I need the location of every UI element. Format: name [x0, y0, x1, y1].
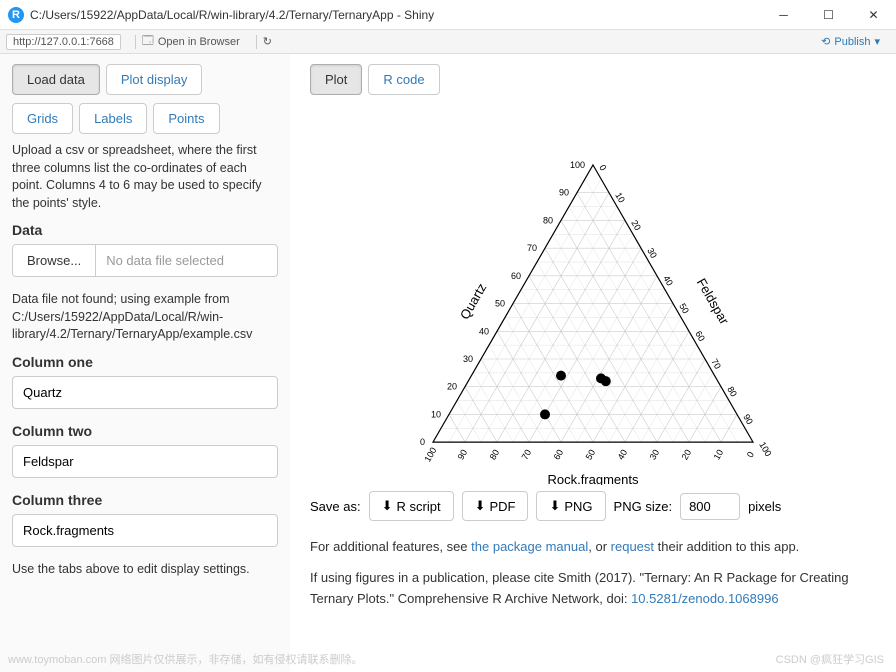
svg-text:10: 10	[431, 409, 441, 419]
svg-text:60: 60	[511, 271, 521, 281]
svg-text:0: 0	[745, 450, 756, 459]
svg-text:50: 50	[495, 299, 505, 309]
svg-text:40: 40	[661, 274, 675, 288]
download-png-button[interactable]: ⬇PNG	[536, 491, 605, 521]
separator	[256, 35, 257, 49]
refresh-icon: ↻	[263, 35, 272, 48]
col2-input[interactable]	[12, 445, 278, 478]
svg-text:80: 80	[488, 448, 502, 462]
upload-hint: Upload a csv or spreadsheet, where the f…	[12, 142, 278, 212]
svg-text:10: 10	[712, 448, 726, 462]
sidebar-tabs-top: Load data Plot display	[12, 64, 278, 95]
svg-text:Feldspar: Feldspar	[694, 276, 733, 328]
svg-text:20: 20	[629, 218, 643, 232]
svg-text:100: 100	[570, 160, 585, 170]
col3-label: Column three	[12, 492, 278, 508]
tab-labels[interactable]: Labels	[79, 103, 147, 134]
browser-icon: 🗔	[142, 32, 154, 51]
col2-label: Column two	[12, 423, 278, 439]
svg-text:70: 70	[527, 243, 537, 253]
doi-link[interactable]: 10.5281/zenodo.1068996	[631, 591, 778, 606]
tab-plot-display[interactable]: Plot display	[106, 64, 202, 95]
svg-text:Rock.fragments: Rock.fragments	[547, 472, 639, 485]
manual-link[interactable]: the package manual	[471, 539, 588, 554]
maximize-button[interactable]: ☐	[806, 0, 851, 30]
browse-button[interactable]: Browse...	[13, 245, 96, 276]
svg-text:30: 30	[645, 246, 659, 260]
download-icon: ⬇	[549, 498, 560, 514]
svg-text:90: 90	[456, 448, 470, 462]
window-titlebar: R C:/Users/15922/AppData/Local/R/win-lib…	[0, 0, 896, 30]
col3-input[interactable]	[12, 514, 278, 547]
sidebar: Load data Plot display Grids Labels Poin…	[0, 54, 290, 672]
chevron-down-icon: ▾	[874, 35, 880, 48]
publish-button[interactable]: ⟲ Publish ▾	[821, 35, 880, 48]
notfound-message: Data file not found; using example from …	[12, 291, 278, 344]
watermark-left: www.toymoban.com 网络图片仅供展示，非存储，如有侵权请联系删除。	[8, 651, 362, 667]
svg-text:0: 0	[597, 163, 608, 172]
ternary-plot: 0001010102020203030304040405050506060607…	[368, 105, 818, 485]
minimize-button[interactable]: ─	[761, 0, 806, 30]
tab-rcode[interactable]: R code	[368, 64, 439, 95]
file-placeholder: No data file selected	[96, 245, 277, 276]
col1-label: Column one	[12, 354, 278, 370]
svg-text:90: 90	[559, 188, 569, 198]
svg-text:Quartz: Quartz	[457, 281, 489, 322]
tab-grids[interactable]: Grids	[12, 103, 73, 134]
svg-text:30: 30	[463, 354, 473, 364]
refresh-button[interactable]: ↻	[263, 35, 272, 48]
open-browser-label: Open in Browser	[158, 36, 240, 48]
download-icon: ⬇	[475, 498, 486, 514]
sidebar-tabs-mid: Grids Labels Points	[12, 103, 278, 134]
app-icon: R	[8, 7, 24, 23]
watermark-right: CSDN @疯狂学习GIS	[776, 651, 884, 667]
file-input-row: Browse... No data file selected	[12, 244, 278, 277]
svg-text:20: 20	[447, 382, 457, 392]
svg-text:90: 90	[741, 412, 755, 426]
svg-text:0: 0	[420, 437, 425, 447]
main-tabs: Plot R code	[310, 64, 876, 95]
footer-hint: Use the tabs above to edit display setti…	[12, 561, 278, 579]
svg-text:50: 50	[584, 448, 598, 462]
col1-input[interactable]	[12, 376, 278, 409]
svg-text:100: 100	[422, 446, 438, 464]
svg-text:80: 80	[543, 215, 553, 225]
svg-text:20: 20	[680, 448, 694, 462]
download-rscript-button[interactable]: ⬇R script	[369, 491, 454, 521]
tab-plot[interactable]: Plot	[310, 64, 362, 95]
url-display: http://127.0.0.1:7668	[6, 34, 121, 50]
info-text: For additional features, see the package…	[310, 537, 876, 609]
svg-text:10: 10	[613, 191, 627, 205]
tab-points[interactable]: Points	[153, 103, 219, 134]
separator	[135, 35, 136, 49]
svg-text:30: 30	[648, 448, 662, 462]
svg-text:40: 40	[616, 448, 630, 462]
download-pdf-button[interactable]: ⬇PDF	[462, 491, 529, 521]
tab-load-data[interactable]: Load data	[12, 64, 100, 95]
svg-text:70: 70	[520, 448, 534, 462]
svg-text:60: 60	[552, 448, 566, 462]
png-size-input[interactable]	[680, 493, 740, 520]
open-browser-button[interactable]: 🗔 Open in Browser	[142, 32, 240, 51]
png-size-label: PNG size:	[614, 499, 673, 514]
close-button[interactable]: ✕	[851, 0, 896, 30]
save-label: Save as:	[310, 499, 361, 514]
download-icon: ⬇	[382, 498, 393, 514]
png-size-unit: pixels	[748, 499, 781, 514]
svg-text:60: 60	[693, 329, 707, 343]
main-panel: Plot R code 0001010102020203030304040405…	[290, 54, 896, 672]
request-link[interactable]: request	[611, 539, 654, 554]
ternary-svg: 0001010102020203030304040405050506060607…	[368, 105, 818, 485]
svg-text:80: 80	[725, 385, 739, 399]
app-toolbar: http://127.0.0.1:7668 🗔 Open in Browser …	[0, 30, 896, 54]
svg-text:70: 70	[709, 357, 723, 371]
svg-text:50: 50	[677, 302, 691, 316]
publish-label: Publish	[834, 36, 870, 48]
data-heading: Data	[12, 222, 278, 238]
svg-text:40: 40	[479, 326, 489, 336]
publish-icon: ⟲	[821, 35, 830, 48]
save-row: Save as: ⬇R script ⬇PDF ⬇PNG PNG size: p…	[310, 491, 876, 521]
svg-text:100: 100	[757, 440, 773, 458]
window-title: C:/Users/15922/AppData/Local/R/win-libra…	[30, 8, 761, 22]
